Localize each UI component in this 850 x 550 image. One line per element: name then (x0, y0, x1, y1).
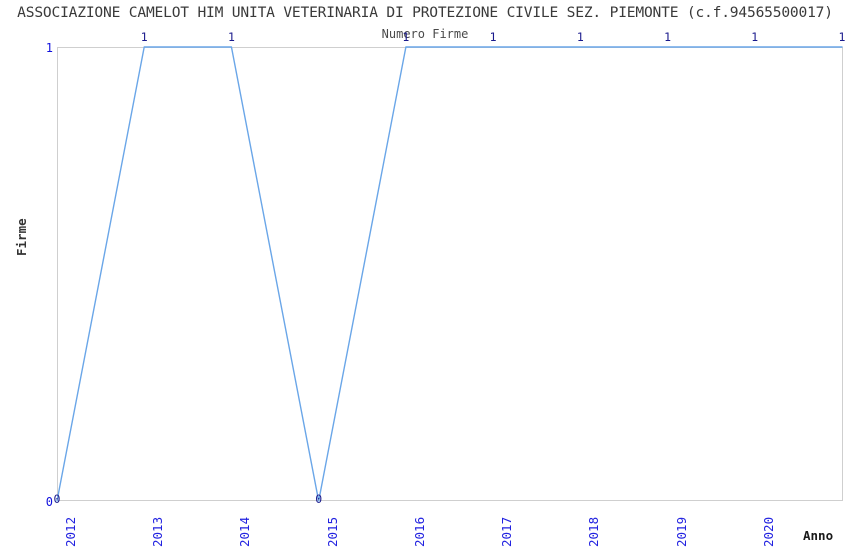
data-point-label-2018: 1 (576, 30, 584, 44)
series-polyline (56, 46, 843, 502)
data-point-label-2015: 0 (315, 492, 323, 506)
data-point-label-2019: 1 (664, 30, 672, 44)
x-axis-title: Anno (803, 528, 834, 543)
data-point-label-2012: 0 (53, 492, 61, 506)
series-line-firme (56, 46, 843, 502)
x-tick-label-2013: 2013 (150, 516, 166, 547)
data-point-label-2013: 1 (140, 30, 148, 44)
data-point-label-2014: 1 (227, 30, 235, 44)
data-point-label-2016: 1 (402, 30, 410, 44)
x-tick-label-2015: 2015 (324, 516, 340, 547)
y-tick-label-0: 0 (45, 495, 53, 509)
chart-subtitle: Numero Firme (381, 27, 469, 41)
x-tick-label-2019: 2019 (673, 516, 689, 547)
x-tick-label-2016: 2016 (411, 516, 427, 547)
y-tick-label-1: 1 (45, 41, 53, 55)
data-point-label-2020: 1 (751, 30, 759, 44)
y-axis-tick-labels: 1 0 (0, 0, 53, 550)
x-tick-label-2017: 2017 (499, 516, 515, 547)
chart-title: ASSOCIAZIONE CAMELOT HIM UNITA VETERINAR… (17, 4, 833, 21)
data-point-label-2021: 1 (838, 30, 846, 44)
x-tick-label-2020: 2020 (760, 516, 776, 547)
x-tick-label-2012: 2012 (63, 516, 78, 547)
line-path-group (56, 46, 843, 502)
x-tick-label-2014: 2014 (237, 516, 253, 547)
data-point-label-2017: 1 (489, 30, 497, 44)
plot-area (56, 46, 843, 502)
x-tick-label-2018: 2018 (586, 516, 602, 547)
